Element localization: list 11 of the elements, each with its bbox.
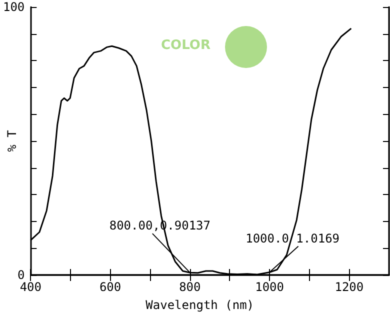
y-axis-title: % T <box>5 130 19 152</box>
x-tick-label: 1200 <box>334 280 364 294</box>
annotation: COLOR <box>161 38 210 53</box>
x-axis-title: Wavelength (nm) <box>146 298 254 312</box>
x-tick-label: 800 <box>179 280 201 294</box>
x-tick-label: 600 <box>99 280 122 294</box>
annotation: 1000.0 1.0169 <box>246 231 340 246</box>
y-tick-label: 0 <box>17 268 25 282</box>
x-tick-label: 1000 <box>255 280 284 294</box>
y-tick-label: 100 <box>2 0 25 14</box>
x-tick-label: 400 <box>20 280 42 294</box>
